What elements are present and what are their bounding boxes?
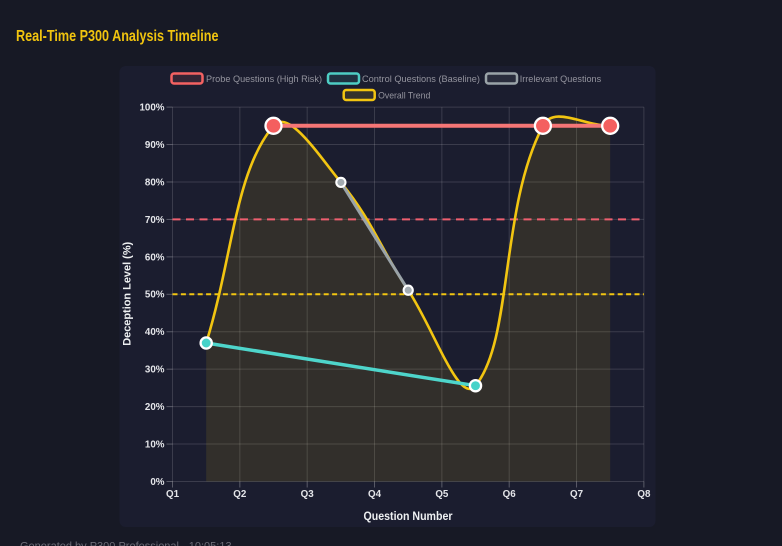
svg-text:Q6: Q6 xyxy=(503,489,517,500)
svg-text:Question Number: Question Number xyxy=(364,511,453,523)
svg-text:Irrelevant Questions: Irrelevant Questions xyxy=(520,74,602,84)
svg-text:60%: 60% xyxy=(145,252,165,263)
svg-text:Deception Level (%): Deception Level (%) xyxy=(122,241,134,345)
svg-text:Overall Trend: Overall Trend xyxy=(378,90,430,100)
svg-text:Q5: Q5 xyxy=(435,489,449,500)
svg-text:Real-Time P300 Analysis Timeli: Real-Time P300 Analysis Timeline xyxy=(16,28,219,45)
svg-text:Q8: Q8 xyxy=(637,489,651,500)
svg-text:Q1: Q1 xyxy=(166,489,180,500)
svg-text:Control Questions (Baseline): Control Questions (Baseline) xyxy=(362,74,480,84)
svg-text:Q4: Q4 xyxy=(368,489,382,500)
svg-text:Generated by P300 Professional: Generated by P300 Professional - 10:05:1… xyxy=(20,541,232,546)
svg-text:50%: 50% xyxy=(145,290,165,301)
svg-text:20%: 20% xyxy=(145,402,165,413)
svg-text:30%: 30% xyxy=(145,365,165,376)
svg-text:40%: 40% xyxy=(145,327,165,338)
svg-text:Q7: Q7 xyxy=(570,489,584,500)
svg-text:100%: 100% xyxy=(139,103,164,114)
svg-text:Q2: Q2 xyxy=(233,489,247,500)
svg-text:80%: 80% xyxy=(145,177,165,188)
svg-text:Q3: Q3 xyxy=(301,489,315,500)
svg-text:10%: 10% xyxy=(145,439,165,450)
svg-text:70%: 70% xyxy=(145,215,165,226)
svg-text:Probe Questions (High Risk): Probe Questions (High Risk) xyxy=(206,74,322,84)
svg-text:90%: 90% xyxy=(145,140,165,151)
svg-text:0%: 0% xyxy=(150,477,164,488)
